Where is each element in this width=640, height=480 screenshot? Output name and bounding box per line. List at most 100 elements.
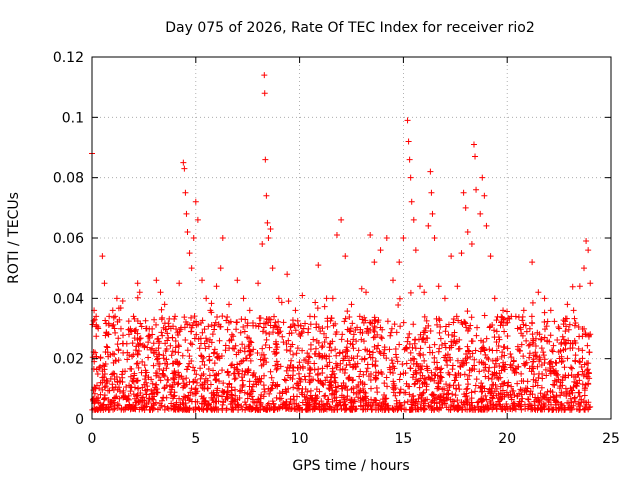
data-point (306, 367, 313, 374)
data-point (387, 329, 394, 336)
data-point (276, 390, 283, 397)
data-point (529, 299, 536, 306)
data-point (289, 341, 296, 348)
data-point (357, 395, 364, 402)
data-point (255, 406, 262, 413)
data-point (416, 391, 423, 398)
data-point (313, 337, 320, 344)
data-point (278, 299, 285, 306)
data-point (134, 377, 141, 384)
data-point (379, 404, 386, 411)
data-point (252, 373, 259, 380)
data-point (175, 342, 182, 349)
data-point (368, 396, 375, 403)
data-point (417, 352, 424, 359)
data-point (256, 315, 263, 322)
data-point (134, 317, 141, 324)
data-point (417, 331, 424, 338)
data-point (199, 277, 206, 284)
data-point (421, 327, 428, 334)
data-point (503, 320, 510, 327)
data-point (488, 376, 495, 383)
data-point (208, 405, 215, 412)
data-point (101, 366, 108, 373)
data-point (464, 228, 471, 235)
data-point (165, 334, 172, 341)
data-point (321, 352, 328, 359)
data-point (301, 393, 308, 400)
data-point (552, 397, 559, 404)
data-point (210, 394, 217, 401)
data-point (407, 349, 414, 356)
data-point (312, 350, 319, 357)
data-point (212, 398, 219, 405)
data-point (267, 368, 274, 375)
data-point (263, 359, 270, 366)
data-point (362, 346, 369, 353)
data-point (255, 280, 262, 287)
data-point (470, 141, 477, 148)
data-point (277, 328, 284, 335)
data-point (228, 406, 235, 413)
y-tick-label: 0 (75, 412, 84, 428)
data-point (224, 384, 231, 391)
data-point (90, 387, 97, 394)
data-point (536, 370, 543, 377)
data-point (183, 210, 190, 217)
data-point (213, 389, 220, 396)
data-point (384, 383, 391, 390)
data-point (576, 283, 583, 290)
data-point (315, 378, 322, 385)
data-point (170, 360, 177, 367)
data-point (477, 383, 484, 390)
data-point (97, 355, 104, 362)
data-point (211, 346, 218, 353)
data-point (170, 402, 177, 409)
data-point (288, 330, 295, 337)
data-point (142, 317, 149, 324)
data-point (321, 402, 328, 409)
x-tick-label: 20 (498, 431, 516, 447)
data-point (455, 317, 462, 324)
data-point (208, 300, 215, 307)
data-point (478, 398, 485, 405)
data-point (348, 301, 355, 308)
data-point (510, 367, 517, 374)
data-point (132, 404, 139, 411)
data-point (192, 386, 199, 393)
data-point (290, 384, 297, 391)
data-point (179, 352, 186, 359)
data-point (499, 349, 506, 356)
data-point (115, 346, 122, 353)
data-point (533, 352, 540, 359)
data-point (504, 308, 511, 315)
data-point (562, 328, 569, 335)
data-point (135, 364, 142, 371)
data-point (461, 391, 468, 398)
data-point (505, 379, 512, 386)
x-tick-label: 15 (394, 431, 412, 447)
data-point (234, 277, 241, 284)
data-point (127, 384, 134, 391)
data-point (107, 351, 114, 358)
data-point (461, 371, 468, 378)
data-point (569, 345, 576, 352)
data-point (266, 344, 273, 351)
data-point (571, 337, 578, 344)
data-point (243, 401, 250, 408)
data-point (389, 369, 396, 376)
data-point (494, 374, 501, 381)
data-point (241, 399, 248, 406)
data-point (393, 329, 400, 336)
data-point (508, 354, 515, 361)
data-point (230, 333, 237, 340)
data-point (360, 338, 367, 345)
data-point (396, 376, 403, 383)
data-point (188, 398, 195, 405)
data-point (190, 406, 197, 413)
data-point (518, 341, 525, 348)
data-point (383, 235, 390, 241)
data-point (466, 325, 473, 332)
data-point (292, 307, 299, 314)
data-point (494, 401, 501, 408)
